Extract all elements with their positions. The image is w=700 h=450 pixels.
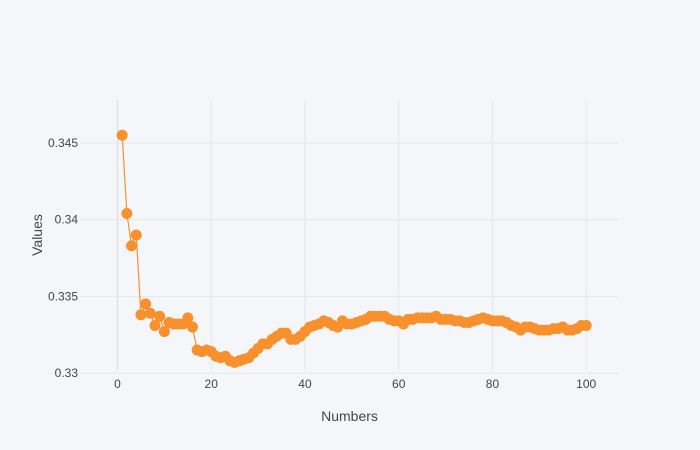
x-tick-label: 80 <box>486 377 500 391</box>
x-tick-label: 0 <box>114 377 121 391</box>
y-tick-labels: 0.33 0.335 0.34 0.345 <box>48 136 78 380</box>
x-tick-label: 100 <box>576 377 596 391</box>
x-tick-label: 60 <box>392 377 406 391</box>
data-point <box>186 321 198 333</box>
data-point <box>140 298 152 310</box>
y-gridlines <box>80 142 619 374</box>
x-tick-label: 40 <box>298 377 312 391</box>
data-point <box>580 320 592 332</box>
data-point <box>135 309 147 321</box>
y-axis-title: Values <box>29 214 45 256</box>
y-tick-label: 0.335 <box>48 289 78 303</box>
data-point <box>182 312 194 324</box>
series-layer <box>116 129 592 368</box>
data-point <box>116 129 128 141</box>
y-tick-label: 0.33 <box>55 366 79 380</box>
data-point <box>144 307 156 319</box>
x-tick-labels: 0 20 40 60 80 100 <box>114 377 596 391</box>
x-axis-title: Numbers <box>321 408 378 424</box>
x-tick-label: 20 <box>205 377 219 391</box>
y-tick-label: 0.345 <box>48 136 78 150</box>
data-point <box>126 240 138 252</box>
data-point <box>154 310 166 322</box>
data-point <box>149 320 161 332</box>
data-point <box>130 229 142 241</box>
y-tick-label: 0.34 <box>55 213 79 227</box>
data-point <box>158 326 170 338</box>
data-point <box>121 208 133 220</box>
